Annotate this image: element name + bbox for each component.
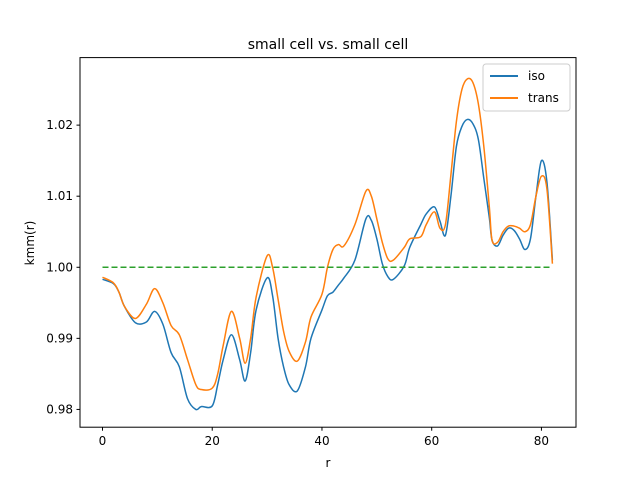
plot-area [102,77,554,411]
x-tick-label: 0 [99,434,107,448]
legend-trans-label: trans [528,91,559,105]
legend: iso trans [482,63,571,112]
x-tick-label: 40 [314,434,329,448]
x-tick-label: 60 [424,434,439,448]
axis-ticks: 0 20 40 60 80 0.98 0.99 1.00 1.01 1.02 [46,118,549,448]
y-tick-label: 0.99 [46,331,73,345]
y-tick-label: 1.01 [46,189,73,203]
chart-title: small cell vs. small cell [248,37,409,53]
x-axis-label: r [326,456,331,470]
series-line-trans [102,77,554,391]
y-tick-label: 0.98 [46,402,73,416]
y-tick-label: 1.02 [46,118,73,132]
x-tick-label: 80 [534,434,549,448]
plot-frame [79,57,577,428]
y-tick-label: 1.00 [46,260,73,274]
y-axis-label: kmm(r) [23,221,37,266]
legend-iso-label: iso [528,69,545,83]
x-tick-label: 20 [205,434,220,448]
